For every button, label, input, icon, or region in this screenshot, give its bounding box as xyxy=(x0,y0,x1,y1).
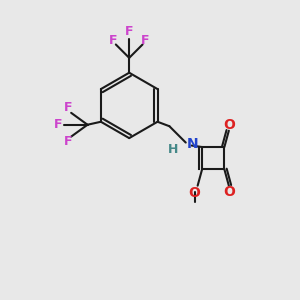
Text: O: O xyxy=(223,118,235,132)
Text: F: F xyxy=(64,136,72,148)
Text: F: F xyxy=(125,25,134,38)
Text: H: H xyxy=(168,142,178,156)
Text: N: N xyxy=(187,137,199,151)
Text: F: F xyxy=(109,34,117,46)
Text: F: F xyxy=(141,34,150,46)
Text: O: O xyxy=(223,184,235,199)
Text: F: F xyxy=(64,101,72,114)
Text: F: F xyxy=(53,118,62,131)
Text: O: O xyxy=(189,186,201,200)
